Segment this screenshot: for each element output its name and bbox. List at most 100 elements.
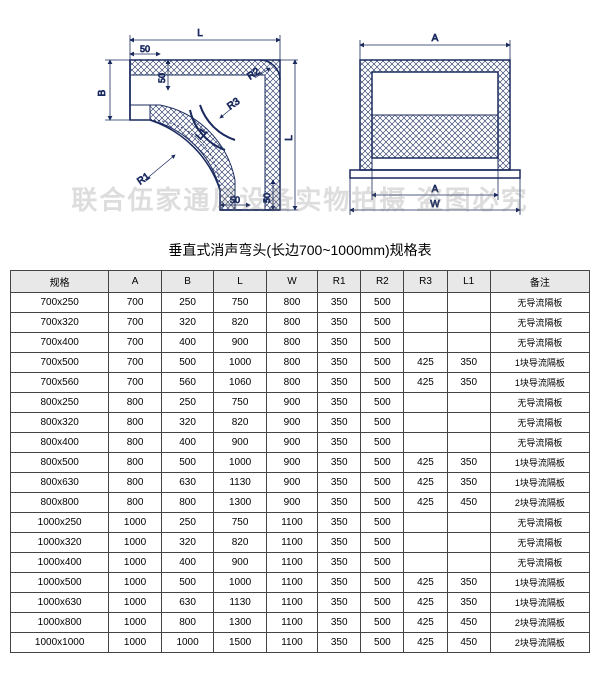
table-cell	[447, 533, 490, 553]
table-cell: 700x320	[11, 313, 109, 333]
col-header: R3	[404, 271, 447, 293]
table-cell: 450	[447, 633, 490, 653]
table-cell: 500	[361, 393, 404, 413]
table-cell: 1000	[214, 453, 267, 473]
table-row: 800x80080080013009003505004254502块导流隔板	[11, 493, 590, 513]
table-cell: 1100	[266, 573, 317, 593]
table-cell: 700x250	[11, 293, 109, 313]
table-cell	[404, 333, 447, 353]
table-cell: 350	[318, 473, 361, 493]
table-cell	[447, 513, 490, 533]
table-cell	[404, 313, 447, 333]
table-row: 1000x6301000630113011003505004253501块导流隔…	[11, 593, 590, 613]
table-cell: 425	[404, 453, 447, 473]
table-cell: 700	[109, 293, 162, 313]
table-cell: 350	[447, 593, 490, 613]
table-cell: 900	[266, 473, 317, 493]
table-cell: 350	[318, 373, 361, 393]
table-cell: 1块导流隔板	[490, 593, 589, 613]
label-R1: R1	[135, 171, 152, 188]
col-header: 备注	[490, 271, 589, 293]
table-cell: 700	[109, 353, 162, 373]
table-cell: 800	[266, 353, 317, 373]
table-cell: 900	[266, 413, 317, 433]
diagram-elbow-plan: L L B 50 50 50 50	[60, 10, 300, 220]
table-cell: 800	[109, 433, 162, 453]
table-cell: 1000x800	[11, 613, 109, 633]
diagrams-area: L L B 50 50 50 50	[10, 10, 590, 220]
table-cell: 750	[214, 513, 267, 533]
table-cell: 2块导流隔板	[490, 613, 589, 633]
table-cell: 1000x320	[11, 533, 109, 553]
table-cell: 800x500	[11, 453, 109, 473]
dim-50-b: 50	[157, 73, 167, 83]
table-row: 800x250800250750900350500无导流隔板	[11, 393, 590, 413]
table-cell: 800	[109, 393, 162, 413]
table-cell: 500	[361, 633, 404, 653]
table-cell: 500	[361, 533, 404, 553]
col-header: W	[266, 271, 317, 293]
dim-A-top: A	[432, 33, 439, 44]
table-cell: 800	[266, 313, 317, 333]
table-row: 1000x32010003208201100350500无导流隔板	[11, 533, 590, 553]
col-header: B	[161, 271, 214, 293]
table-cell: 500	[361, 573, 404, 593]
table-cell: 700	[109, 333, 162, 353]
table-cell	[447, 313, 490, 333]
table-cell: 500	[361, 473, 404, 493]
table-cell: 1300	[214, 613, 267, 633]
col-header: L1	[447, 271, 490, 293]
table-cell: 1060	[214, 373, 267, 393]
table-cell: 350	[318, 293, 361, 313]
table-cell: 250	[161, 513, 214, 533]
diagram-section: A A W	[320, 10, 540, 220]
table-cell: 无导流隔板	[490, 433, 589, 453]
table-cell: 1000	[109, 533, 162, 553]
table-cell: 820	[214, 313, 267, 333]
table-cell: 250	[161, 293, 214, 313]
table-cell: 500	[361, 453, 404, 473]
table-cell	[404, 413, 447, 433]
table-cell: 425	[404, 593, 447, 613]
table-row: 1000x5001000500100011003505004253501块导流隔…	[11, 573, 590, 593]
col-header: 规格	[11, 271, 109, 293]
dim-B: B	[97, 89, 108, 96]
table-cell: 350	[318, 613, 361, 633]
table-cell: 630	[161, 593, 214, 613]
table-cell: 700	[109, 373, 162, 393]
table-cell: 320	[161, 413, 214, 433]
table-cell: 350	[318, 493, 361, 513]
col-header: R1	[318, 271, 361, 293]
table-cell: 630	[161, 473, 214, 493]
table-cell: 1000	[214, 573, 267, 593]
table-cell: 500	[361, 613, 404, 633]
table-row: 800x50080050010009003505004253501块导流隔板	[11, 453, 590, 473]
table-cell: 800	[161, 493, 214, 513]
table-cell: 无导流隔板	[490, 533, 589, 553]
label-R3: R3	[225, 96, 242, 113]
table-cell: 425	[404, 573, 447, 593]
table-cell: 350	[318, 333, 361, 353]
table-cell: 350	[447, 353, 490, 373]
table-cell: 350	[447, 473, 490, 493]
table-cell	[447, 393, 490, 413]
table-cell: 1130	[214, 593, 267, 613]
table-cell	[447, 293, 490, 313]
table-cell: 500	[361, 293, 404, 313]
table-cell: 750	[214, 293, 267, 313]
table-cell: 无导流隔板	[490, 313, 589, 333]
table-cell: 900	[214, 333, 267, 353]
table-cell: 1000x250	[11, 513, 109, 533]
table-cell: 900	[214, 553, 267, 573]
table-cell: 1000	[109, 553, 162, 573]
dim-W: W	[430, 199, 440, 210]
table-cell: 无导流隔板	[490, 293, 589, 313]
table-cell: 450	[447, 613, 490, 633]
table-cell: 无导流隔板	[490, 333, 589, 353]
table-cell: 800x400	[11, 433, 109, 453]
table-cell: 1000	[109, 513, 162, 533]
table-row: 1000x100010001000150011003505004254502块导…	[11, 633, 590, 653]
table-cell: 820	[214, 413, 267, 433]
table-cell: 800x800	[11, 493, 109, 513]
table-cell	[447, 553, 490, 573]
